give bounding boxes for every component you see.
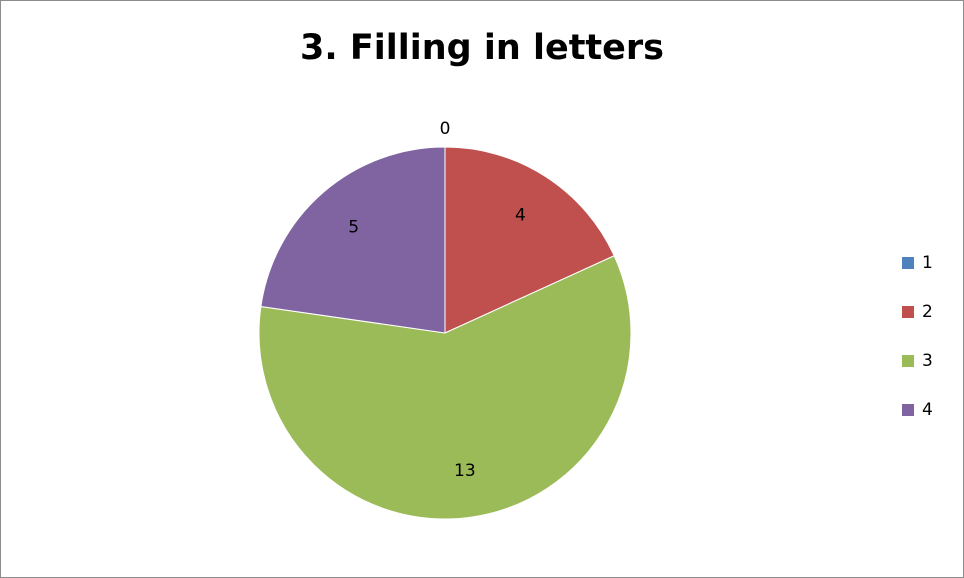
pie-slice-4 xyxy=(260,146,446,334)
chart-title: 3. Filling in letters xyxy=(299,28,664,68)
legend-label-3: 3 xyxy=(922,350,933,371)
legend-item-3: 3 xyxy=(902,348,933,373)
legend-swatch-3 xyxy=(902,354,914,367)
data-label-1: 0 xyxy=(440,119,451,139)
legend-label-2: 2 xyxy=(922,301,933,322)
pie-data-labels: 0 4 13 5 xyxy=(348,119,526,481)
legend-item-1: 1 xyxy=(902,250,933,275)
pie-slice-3 xyxy=(258,255,632,520)
legend-item-4: 4 xyxy=(902,397,933,422)
pie-slice-2 xyxy=(444,146,615,334)
legend-label-4: 4 xyxy=(922,399,933,420)
data-label-3: 13 xyxy=(454,461,476,481)
data-label-2: 4 xyxy=(515,206,526,226)
legend-label-1: 1 xyxy=(922,252,933,273)
legend-swatch-1 xyxy=(902,256,914,269)
data-label-4: 5 xyxy=(348,218,359,238)
legend: 1 2 3 4 xyxy=(902,250,933,446)
legend-swatch-2 xyxy=(902,305,914,318)
legend-swatch-4 xyxy=(902,403,914,416)
pie-slices xyxy=(258,146,632,520)
legend-item-2: 2 xyxy=(902,299,933,324)
